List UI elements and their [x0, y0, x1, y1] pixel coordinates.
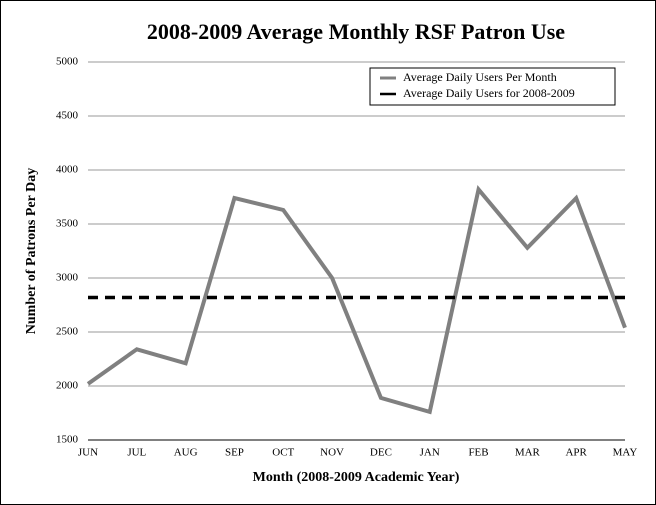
x-tick-label: MAR [515, 447, 541, 459]
y-axis-label: Number of Patrons Per Day [24, 168, 39, 334]
x-tick-label: NOV [320, 447, 344, 459]
x-axis-label: Month (2008-2009 Academic Year) [253, 470, 460, 485]
x-tick-label: APR [565, 447, 587, 459]
legend-label: Average Daily Users Per Month [403, 70, 557, 84]
legend-label: Average Daily Users for 2008-2009 [403, 86, 575, 100]
x-tick-label: FEB [468, 447, 488, 459]
x-tick-label: JUL [127, 447, 146, 459]
x-tick-label: DEC [370, 447, 392, 459]
y-tick-label: 1500 [56, 434, 79, 446]
y-tick-label: 4000 [56, 164, 79, 176]
x-tick-label: MAY [613, 447, 638, 459]
y-tick-label: 5000 [56, 56, 79, 68]
chart-title: 2008-2009 Average Monthly RSF Patron Use [147, 19, 565, 44]
y-tick-label: 2000 [56, 380, 79, 392]
y-tick-label: 2500 [56, 326, 79, 338]
y-tick-label: 3000 [56, 272, 79, 284]
x-tick-label: AUG [174, 447, 198, 459]
y-tick-label: 4500 [56, 110, 79, 122]
y-tick-label: 3500 [56, 218, 79, 230]
x-tick-label: OCT [272, 447, 294, 459]
x-tick-label: SEP [225, 447, 244, 459]
legend-box [369, 67, 616, 106]
x-tick-label: JUN [78, 447, 98, 459]
x-tick-label: JAN [420, 447, 440, 459]
data-line [86, 185, 627, 415]
